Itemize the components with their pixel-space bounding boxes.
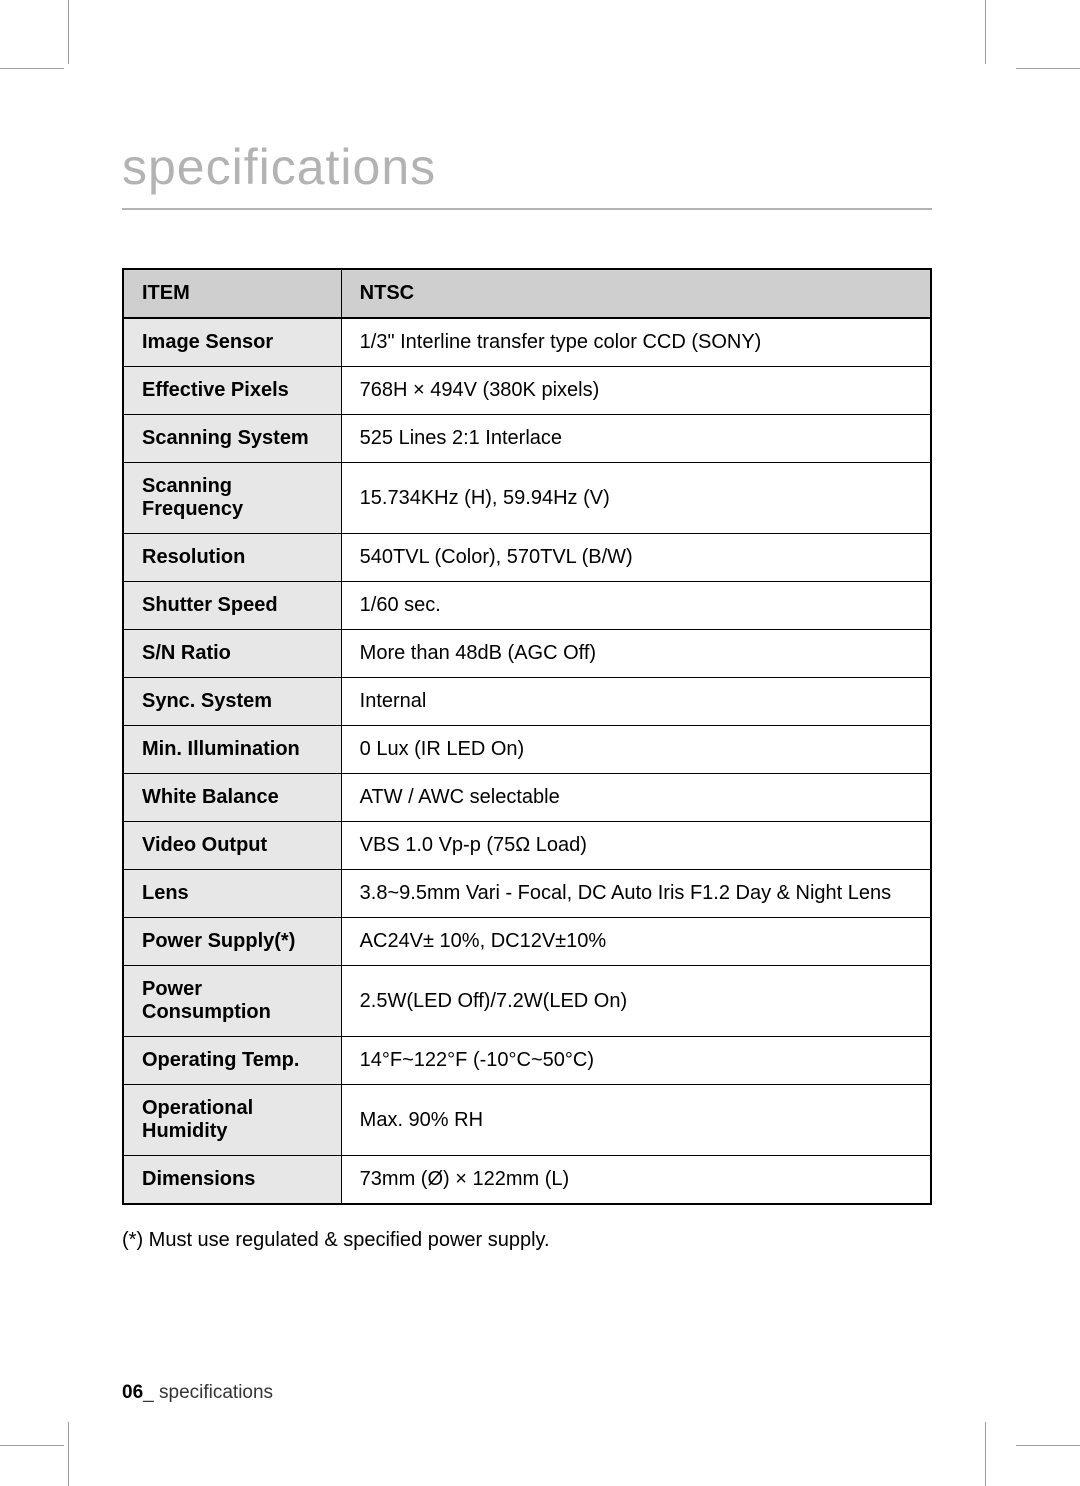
spec-label: Resolution [123, 534, 341, 582]
spec-label: Operational Humidity [123, 1085, 341, 1156]
crop-mark [1016, 1445, 1080, 1446]
spec-label: Sync. System [123, 678, 341, 726]
spec-label: Image Sensor [123, 318, 341, 367]
spec-value: AC24V± 10%, DC12V±10% [341, 918, 931, 966]
table-row: Resolution540TVL (Color), 570TVL (B/W) [123, 534, 931, 582]
page-footer: 06_ specifications [122, 1382, 273, 1404]
footer-sep: _ [143, 1382, 154, 1403]
table-row: Min. Illumination0 Lux (IR LED On) [123, 726, 931, 774]
table-row: Lens3.8~9.5mm Vari - Focal, DC Auto Iris… [123, 870, 931, 918]
table-row: Image Sensor1/3" Interline transfer type… [123, 318, 931, 367]
spec-label: Power Consumption [123, 966, 341, 1037]
spec-value: 768H × 494V (380K pixels) [341, 367, 931, 415]
spec-value: ATW / AWC selectable [341, 774, 931, 822]
page-title: specifications [122, 138, 932, 210]
table-row: Power Supply(*)AC24V± 10%, DC12V±10% [123, 918, 931, 966]
table-row: Effective Pixels768H × 494V (380K pixels… [123, 367, 931, 415]
page: specifications ITEM NTSC Image Sensor1/3… [68, 68, 986, 1446]
table-row: Power Consumption2.5W(LED Off)/7.2W(LED … [123, 966, 931, 1037]
spec-value: 540TVL (Color), 570TVL (B/W) [341, 534, 931, 582]
spec-value: 15.734KHz (H), 59.94Hz (V) [341, 463, 931, 534]
table-row: S/N RatioMore than 48dB (AGC Off) [123, 630, 931, 678]
spec-value: More than 48dB (AGC Off) [341, 630, 931, 678]
spec-label: Scanning System [123, 415, 341, 463]
spec-value: 0 Lux (IR LED On) [341, 726, 931, 774]
spec-label: Operating Temp. [123, 1037, 341, 1085]
spec-value: VBS 1.0 Vp-p (75Ω Load) [341, 822, 931, 870]
footnote: (*) Must use regulated & specified power… [122, 1229, 932, 1252]
spec-value: 3.8~9.5mm Vari - Focal, DC Auto Iris F1.… [341, 870, 931, 918]
spec-value: 73mm (Ø) × 122mm (L) [341, 1156, 931, 1205]
spec-value: 1/60 sec. [341, 582, 931, 630]
spec-label: Video Output [123, 822, 341, 870]
spec-label: White Balance [123, 774, 341, 822]
spec-value: 2.5W(LED Off)/7.2W(LED On) [341, 966, 931, 1037]
spec-value: 1/3" Interline transfer type color CCD (… [341, 318, 931, 367]
table-row: Operational HumidityMax. 90% RH [123, 1085, 931, 1156]
spec-label: Scanning Frequency [123, 463, 341, 534]
header-ntsc: NTSC [341, 269, 931, 318]
table-row: Scanning Frequency15.734KHz (H), 59.94Hz… [123, 463, 931, 534]
spec-label: S/N Ratio [123, 630, 341, 678]
table-row: Sync. SystemInternal [123, 678, 931, 726]
spec-label: Shutter Speed [123, 582, 341, 630]
spec-value: Internal [341, 678, 931, 726]
spec-label: Dimensions [123, 1156, 341, 1205]
table-row: Video OutputVBS 1.0 Vp-p (75Ω Load) [123, 822, 931, 870]
table-row: Operating Temp.14°F~122°F (-10°C~50°C) [123, 1037, 931, 1085]
spec-label: Power Supply(*) [123, 918, 341, 966]
crop-mark [0, 1445, 64, 1446]
header-item: ITEM [123, 269, 341, 318]
table-header-row: ITEM NTSC [123, 269, 931, 318]
table-row: Dimensions73mm (Ø) × 122mm (L) [123, 1156, 931, 1205]
table-row: White BalanceATW / AWC selectable [123, 774, 931, 822]
spec-label: Min. Illumination [123, 726, 341, 774]
crop-mark [68, 0, 69, 64]
spec-value: Max. 90% RH [341, 1085, 931, 1156]
crop-mark [0, 68, 64, 69]
page-number: 06 [122, 1382, 143, 1403]
spec-label: Lens [123, 870, 341, 918]
crop-mark [1016, 68, 1080, 69]
spec-value: 14°F~122°F (-10°C~50°C) [341, 1037, 931, 1085]
spec-value: 525 Lines 2:1 Interlace [341, 415, 931, 463]
spec-label: Effective Pixels [123, 367, 341, 415]
spec-table: ITEM NTSC Image Sensor1/3" Interline tra… [122, 268, 932, 1205]
crop-mark [985, 0, 986, 64]
footer-label: specifications [154, 1382, 273, 1403]
table-row: Scanning System525 Lines 2:1 Interlace [123, 415, 931, 463]
table-row: Shutter Speed1/60 sec. [123, 582, 931, 630]
